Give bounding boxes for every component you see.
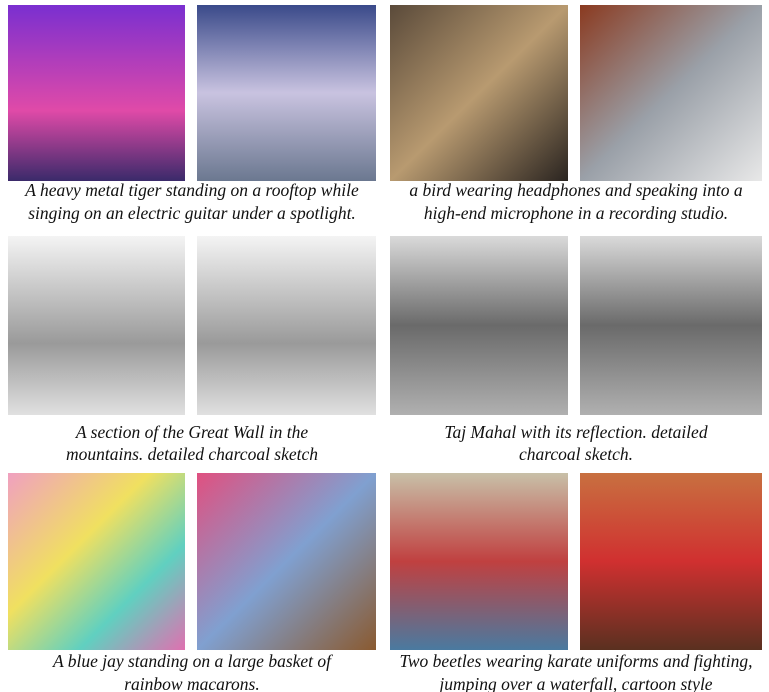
image [8, 5, 185, 181]
caption-line: a bird wearing headphones and speaking i… [409, 180, 743, 200]
image [390, 473, 568, 650]
caption-line: A heavy metal tiger standing on a roofto… [24, 180, 359, 200]
image [390, 236, 568, 415]
image [580, 473, 762, 650]
image [197, 473, 376, 650]
caption-line: singing on an electric guitar under a sp… [28, 203, 356, 223]
caption-line: rainbow macarons. [124, 674, 259, 692]
image [197, 5, 376, 181]
image [8, 236, 185, 415]
image [8, 473, 185, 650]
caption-line: jumping over a waterfall, cartoon style [437, 674, 712, 692]
caption-line: A section of the Great Wall in the [75, 422, 308, 442]
image [580, 236, 762, 415]
caption-line: Taj Mahal with its reflection. detailed [444, 422, 707, 442]
caption-line: Two beetles wearing karate uniforms and … [399, 651, 752, 671]
image [580, 5, 762, 181]
caption-line: A blue jay standing on a large basket of [52, 651, 333, 671]
image [197, 236, 376, 415]
caption-line: high-end microphone in a recording studi… [424, 203, 728, 223]
caption-line: mountains. detailed charcoal sketch [66, 444, 318, 464]
caption-line: charcoal sketch. [519, 444, 633, 464]
image [390, 5, 568, 181]
